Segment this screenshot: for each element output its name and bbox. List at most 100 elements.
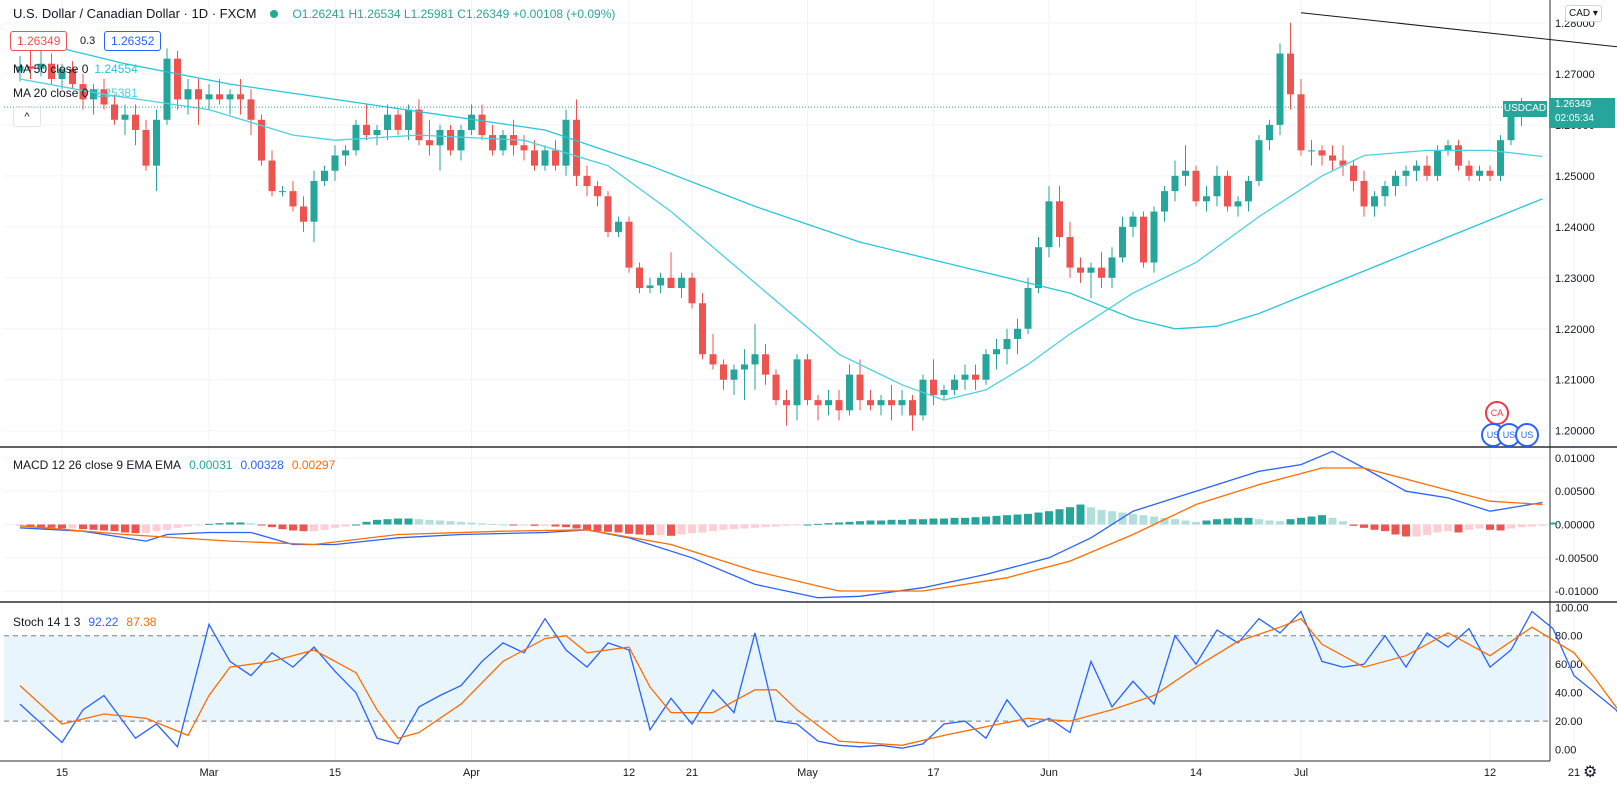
ask-price-box[interactable]: 1.26352 bbox=[104, 31, 162, 51]
candle-body bbox=[58, 68, 66, 80]
stoch-legend[interactable]: Stoch 14 1 3 92.22 87.38 bbox=[13, 615, 156, 629]
macd-histogram-bar bbox=[1517, 524, 1526, 528]
candle-body bbox=[972, 374, 979, 380]
candle bbox=[300, 196, 307, 232]
candle-body bbox=[447, 129, 454, 151]
candle-body bbox=[121, 114, 129, 120]
market-status-icon bbox=[270, 9, 279, 18]
candle-body bbox=[394, 114, 402, 130]
candle-body bbox=[1308, 150, 1315, 152]
candle bbox=[982, 349, 990, 385]
candle bbox=[951, 374, 958, 396]
candle-body bbox=[100, 89, 108, 105]
macd-histogram-bar bbox=[1496, 524, 1505, 531]
candle bbox=[384, 104, 391, 141]
macd-histogram-bar bbox=[89, 524, 98, 530]
macd-histogram-bar bbox=[1055, 509, 1064, 525]
candle bbox=[1455, 140, 1462, 171]
candle-body bbox=[1150, 211, 1158, 263]
candle-body bbox=[1507, 114, 1515, 141]
candle-body bbox=[762, 354, 769, 375]
time-tick-label: 14 bbox=[1190, 767, 1202, 779]
macd-histogram-bar bbox=[362, 521, 371, 525]
candle-body bbox=[1045, 201, 1053, 248]
candle bbox=[1150, 206, 1158, 273]
macd-histogram-bar bbox=[1381, 524, 1389, 532]
candle-body bbox=[27, 66, 34, 69]
macd-histogram-bar bbox=[1475, 524, 1484, 529]
macd-histogram-bar bbox=[1307, 516, 1316, 525]
macd-histogram-bar bbox=[992, 515, 1001, 525]
ma50-legend[interactable]: MA 50 close 0 1.24554 bbox=[13, 62, 138, 76]
macd-histogram-bar bbox=[478, 523, 486, 525]
currency-button[interactable]: CAD ▾ bbox=[1565, 5, 1602, 22]
collapse-legend-button[interactable]: ^ bbox=[13, 107, 41, 127]
candle bbox=[1371, 191, 1378, 217]
candle bbox=[709, 333, 717, 370]
macd-histogram-bar bbox=[1150, 516, 1158, 525]
macd-histogram-bar bbox=[803, 524, 812, 526]
candle bbox=[1392, 170, 1399, 197]
macd-histogram-bar bbox=[908, 519, 917, 525]
candle-body bbox=[1318, 150, 1326, 156]
stoch-tick-label: 80.00 bbox=[1555, 631, 1583, 643]
macd-histogram-bar bbox=[37, 524, 45, 528]
macd-histogram-bar bbox=[383, 519, 392, 525]
macd-histogram-bar bbox=[257, 524, 266, 526]
macd-histogram-bar bbox=[866, 520, 875, 525]
macd-histogram-bar bbox=[856, 521, 864, 525]
candle-body bbox=[1423, 165, 1431, 176]
candle bbox=[1161, 186, 1168, 222]
macd-legend[interactable]: MACD 12 26 close 9 EMA EMA 0.00031 0.003… bbox=[13, 458, 335, 472]
bid-price-box[interactable]: 1.26349 bbox=[10, 31, 68, 51]
candle-body bbox=[16, 66, 24, 72]
candle bbox=[1266, 119, 1273, 151]
macd-histogram-bar bbox=[929, 518, 938, 525]
macd-histogram-bar bbox=[373, 519, 381, 525]
macd-histogram-bar bbox=[488, 523, 497, 525]
candle-body bbox=[583, 175, 591, 187]
macd-histogram-bar bbox=[415, 519, 423, 525]
candle bbox=[793, 354, 801, 421]
candle bbox=[1381, 180, 1389, 207]
canada-flag-icon[interactable]: CA bbox=[1485, 401, 1509, 425]
macd-histogram-bar bbox=[593, 524, 602, 532]
macd-histogram-bar bbox=[457, 521, 465, 525]
candle bbox=[195, 79, 202, 125]
candle bbox=[730, 364, 738, 396]
candle-body bbox=[730, 369, 738, 380]
macd-histogram-bar bbox=[268, 524, 276, 528]
macd-histogram-bar bbox=[751, 524, 759, 528]
candle bbox=[247, 89, 255, 136]
candle bbox=[1497, 135, 1504, 181]
candle bbox=[478, 104, 486, 141]
us-flag-icon[interactable]: US bbox=[1515, 423, 1539, 447]
ma20-line bbox=[19, 78, 1543, 401]
candle bbox=[1476, 165, 1483, 181]
macd-histogram-bar bbox=[1391, 524, 1400, 535]
stoch-tick-label: 0.00 bbox=[1555, 745, 1576, 757]
candle bbox=[1465, 160, 1473, 181]
candle-body bbox=[1413, 165, 1420, 171]
candle bbox=[58, 63, 66, 90]
macd-histogram-bar bbox=[740, 524, 749, 529]
candle-body bbox=[888, 400, 895, 406]
time-tick-label: 12 bbox=[1484, 767, 1496, 779]
macd-histogram-bar bbox=[1129, 513, 1137, 525]
candle-body bbox=[342, 150, 349, 156]
ma50-label: MA 50 close 0 bbox=[13, 62, 89, 76]
settings-gear-icon[interactable]: ⚙ bbox=[1583, 764, 1598, 781]
candle bbox=[1108, 247, 1116, 288]
candle bbox=[457, 124, 465, 161]
candle bbox=[678, 272, 685, 299]
candle bbox=[1182, 145, 1189, 187]
candle bbox=[132, 104, 139, 146]
candle-body bbox=[1255, 140, 1263, 181]
chart-title: U.S. Dollar / Canadian Dollar · 1D · FXC… bbox=[13, 6, 257, 21]
ma20-legend[interactable]: MA 20 close 0 1.25381 bbox=[13, 86, 138, 100]
price-tick-label: 1.22000 bbox=[1555, 324, 1595, 336]
macd-histogram-bar bbox=[194, 524, 203, 526]
candle-body bbox=[751, 354, 759, 365]
macd-histogram-bar bbox=[173, 524, 182, 528]
